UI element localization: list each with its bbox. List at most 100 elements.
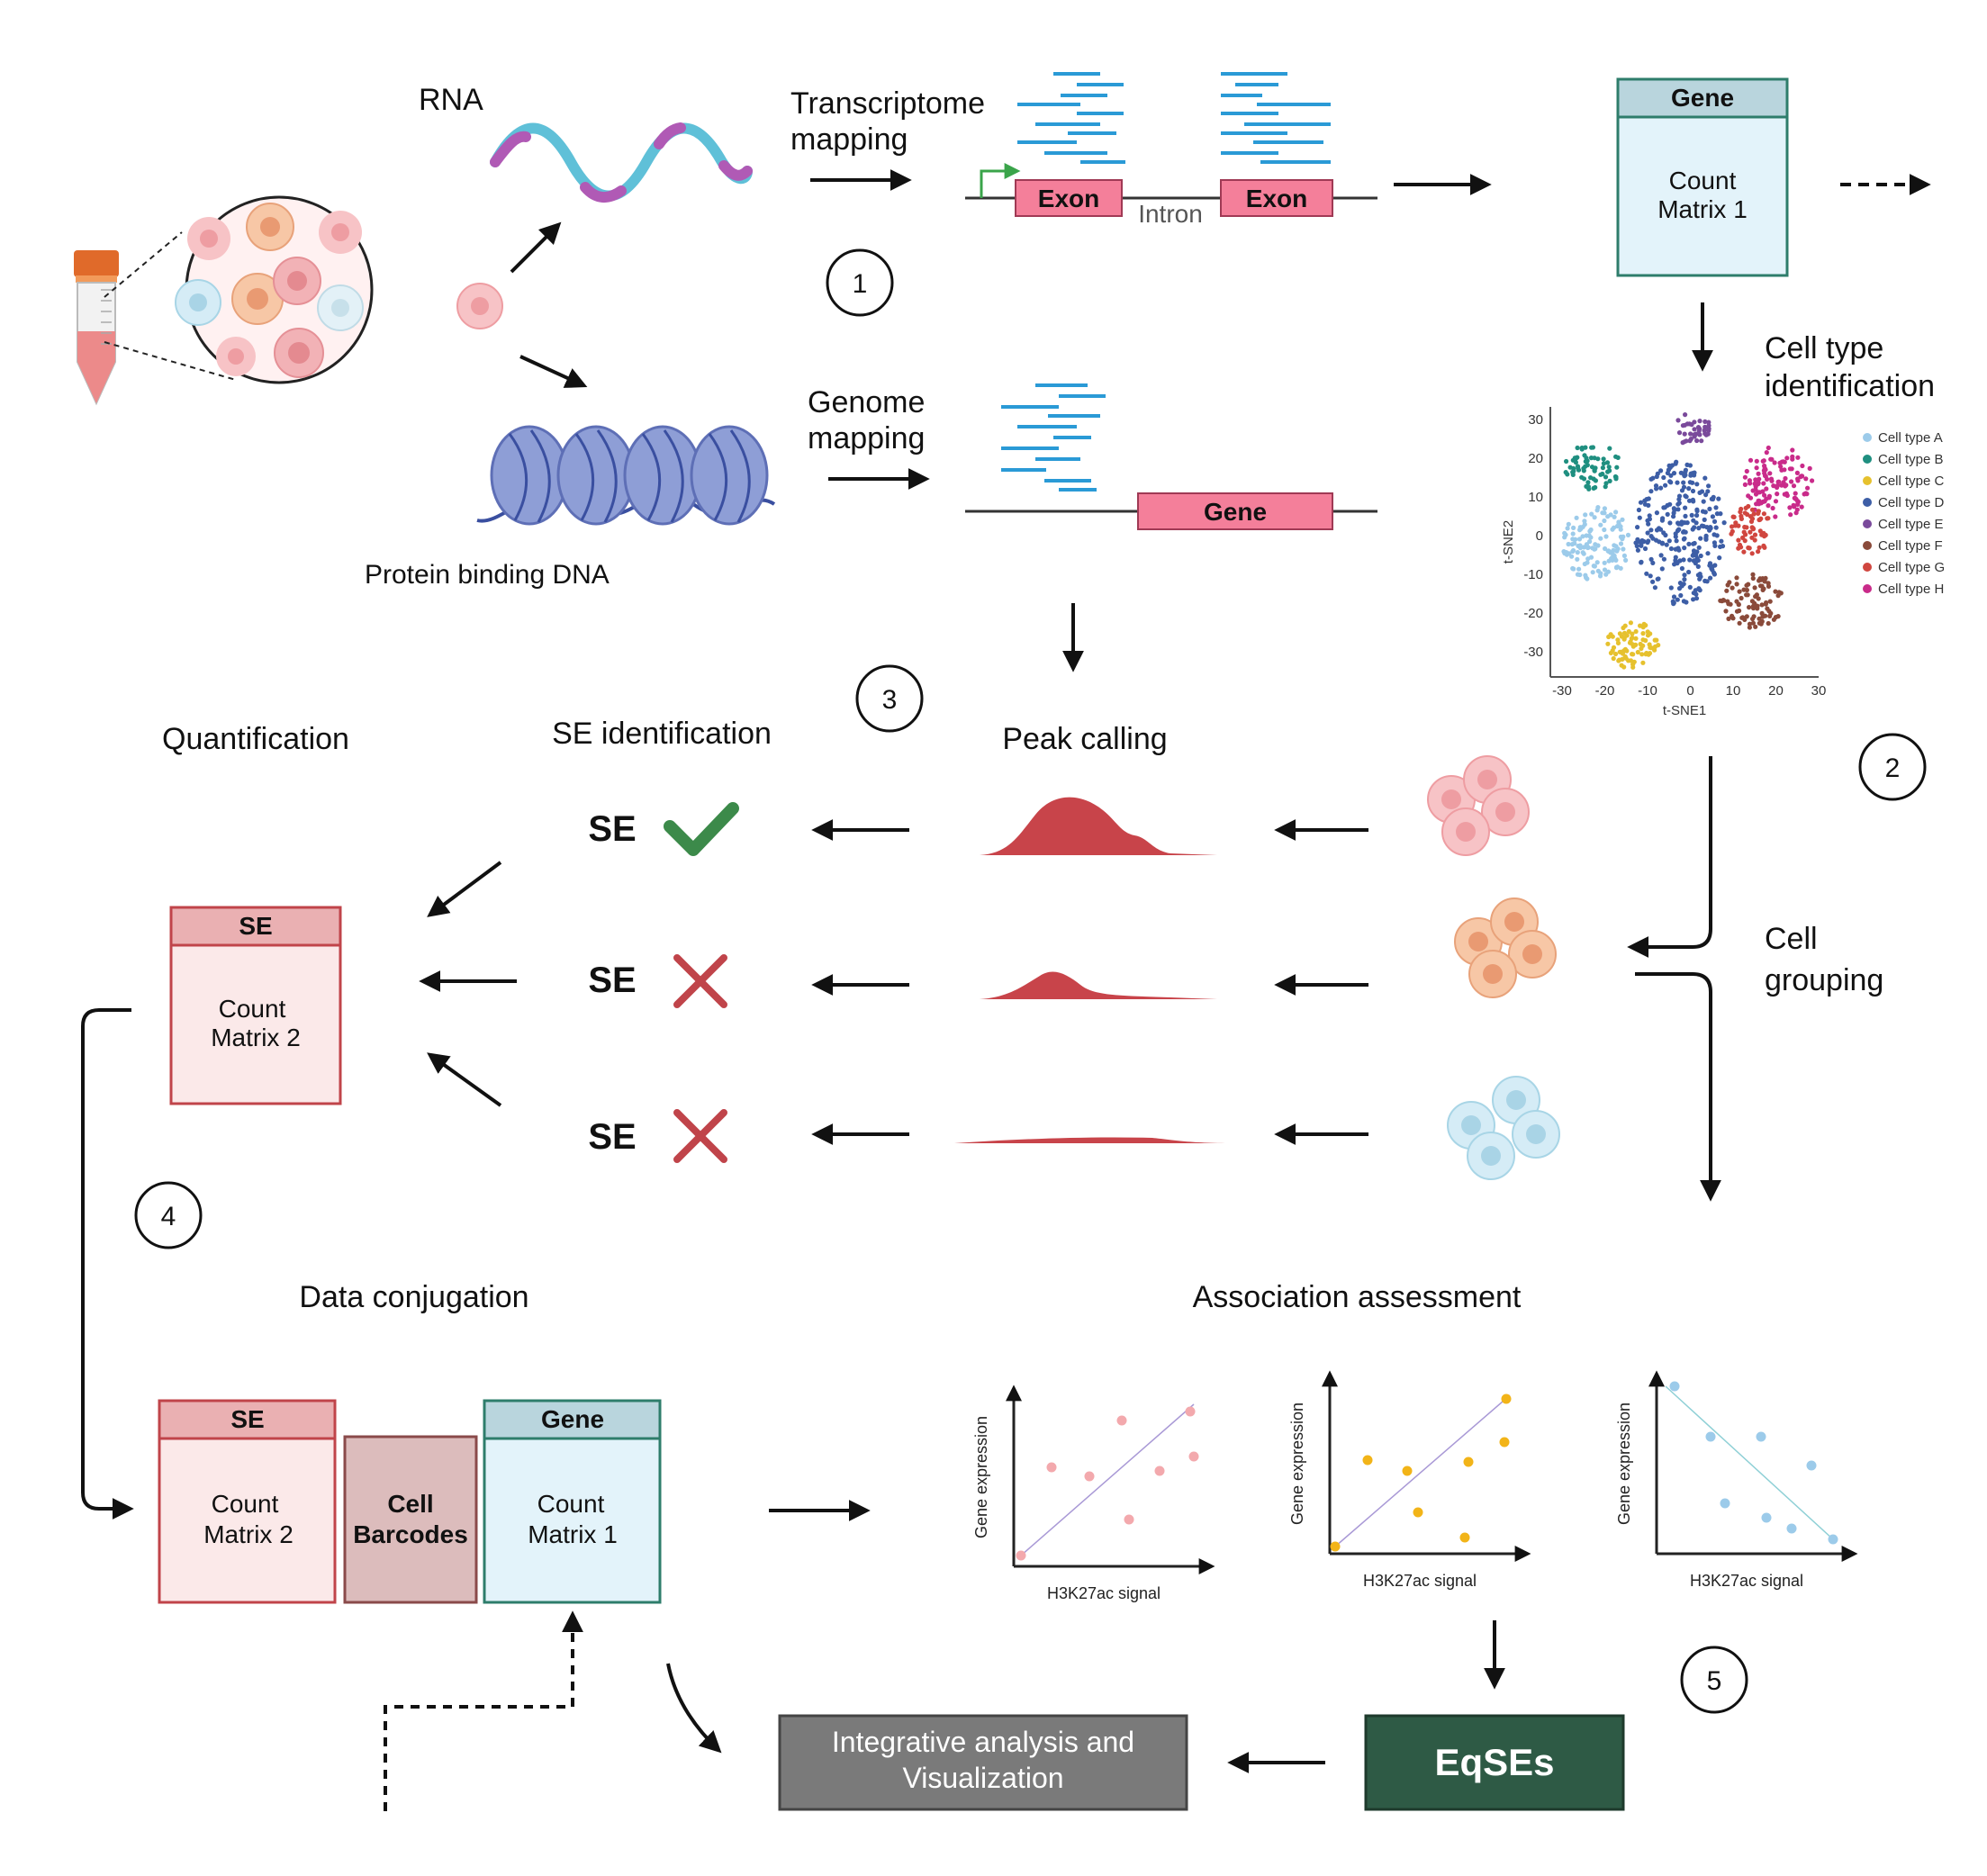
se-count-matrix	[169, 906, 342, 1105]
tsne-point	[1679, 565, 1684, 572]
gene-count-matrix-top	[1616, 77, 1789, 277]
cell-type-id-label-2: identification	[1765, 369, 1935, 403]
tsne-point	[1630, 635, 1635, 641]
step-5-number: 5	[1707, 1666, 1722, 1696]
legend-label: Cell type D	[1878, 495, 1945, 510]
se-row-3-label: SE	[588, 1117, 636, 1157]
association-label: Association assessment	[1193, 1280, 1522, 1314]
cross-icon	[673, 1109, 727, 1163]
tsne-point	[1705, 489, 1711, 494]
tsne-point	[1598, 472, 1603, 477]
tsne-point	[1750, 488, 1756, 493]
tsne-point	[1717, 555, 1722, 561]
tsne-point	[1683, 513, 1688, 519]
tsne-point	[1741, 549, 1747, 555]
tsne-point	[1645, 633, 1651, 638]
tsne-point	[1699, 523, 1705, 528]
conj-se-line1: Count	[212, 1490, 279, 1518]
tsne-point	[1693, 596, 1700, 601]
tsne-point	[1603, 534, 1609, 539]
tsne-point	[1741, 529, 1747, 535]
tsne-point	[1569, 554, 1575, 559]
plot-ylabel: Gene expression	[1288, 1402, 1306, 1525]
tsne-point	[1605, 514, 1611, 519]
gene-matrix-top-line2: Matrix 1	[1657, 195, 1748, 223]
tsne-point	[1742, 538, 1748, 544]
tsne-point	[1767, 599, 1773, 604]
tsne-point	[1581, 468, 1586, 474]
plot-point	[1185, 1406, 1196, 1417]
tsne-point	[1697, 432, 1702, 437]
tsne-point	[1766, 620, 1771, 627]
tsne-point	[1767, 613, 1773, 619]
tsne-point	[1695, 564, 1701, 570]
tsne-point	[1650, 475, 1656, 481]
tsne-point	[1657, 539, 1662, 545]
tsne-point	[1708, 575, 1713, 581]
tsne-point	[1671, 601, 1676, 607]
tsne-point	[1748, 529, 1753, 535]
tsne-point	[1611, 547, 1616, 554]
legend-label: Cell type G	[1878, 560, 1945, 575]
plot-point	[1501, 1393, 1512, 1404]
tsne-point	[1718, 511, 1723, 517]
tsne-point	[1638, 641, 1643, 647]
tsne-point	[1675, 418, 1681, 423]
tsne-point	[1621, 546, 1626, 552]
tsne-point	[1621, 625, 1626, 631]
tsne-point	[1585, 576, 1590, 582]
tsne-point	[1613, 510, 1619, 515]
rna-label: RNA	[419, 83, 483, 117]
tsne-point	[1640, 660, 1646, 665]
tsne-point	[1702, 428, 1707, 433]
tsne-point	[1563, 470, 1568, 475]
tsne-point	[1705, 551, 1711, 556]
legend-swatch	[1863, 476, 1872, 485]
tsne-point	[1586, 486, 1592, 492]
legend-label: Cell type B	[1878, 452, 1944, 467]
tsne-point	[1661, 474, 1666, 481]
tsne-point	[1682, 546, 1687, 551]
peak-medium-icon	[980, 971, 1217, 999]
tsne-point	[1799, 504, 1804, 510]
tsne-point	[1667, 520, 1673, 526]
tsne-point	[1587, 539, 1593, 545]
tsne-point	[1665, 511, 1670, 518]
tsne-point	[1681, 480, 1686, 485]
tsne-point	[1687, 557, 1693, 563]
tsne-point	[1608, 650, 1613, 656]
tsne-point	[1581, 476, 1587, 482]
tsne-point	[1571, 525, 1576, 531]
tsne-point	[1639, 537, 1645, 544]
step-1-number: 1	[853, 269, 868, 299]
tsne-point	[1590, 570, 1595, 575]
tsne-point	[1665, 470, 1670, 476]
tsne-point	[1602, 560, 1607, 565]
tsne-point	[1699, 438, 1704, 444]
tsne-point	[1623, 557, 1629, 564]
tsne-point	[1752, 532, 1758, 537]
tsne-x-tick: 30	[1811, 683, 1827, 699]
plot-ylabel: Gene expression	[972, 1416, 990, 1538]
tsne-point	[1638, 500, 1644, 505]
legend-swatch	[1863, 433, 1872, 442]
tsne-point	[1791, 502, 1796, 508]
conj-gene-line1: Count	[537, 1490, 605, 1518]
tsne-point	[1620, 651, 1625, 656]
legend-label: Cell type F	[1878, 538, 1943, 554]
tsne-point	[1668, 585, 1674, 591]
tsne-point	[1688, 437, 1693, 442]
gene-region-box	[1137, 492, 1333, 530]
tsne-point	[1562, 535, 1567, 540]
plot-point	[1188, 1451, 1199, 1462]
tsne-point	[1778, 464, 1784, 469]
tsne-point	[1671, 594, 1677, 600]
tsne-point	[1657, 527, 1664, 532]
conj-se-header: SE	[230, 1405, 264, 1433]
tsne-point	[1702, 578, 1708, 584]
plot-trend-line	[1665, 1385, 1834, 1540]
dashed-arrow-into-gene-matrix	[384, 1610, 583, 1811]
tsne-point	[1577, 546, 1583, 551]
tsne-point	[1810, 478, 1815, 483]
tsne-point	[1742, 482, 1748, 488]
